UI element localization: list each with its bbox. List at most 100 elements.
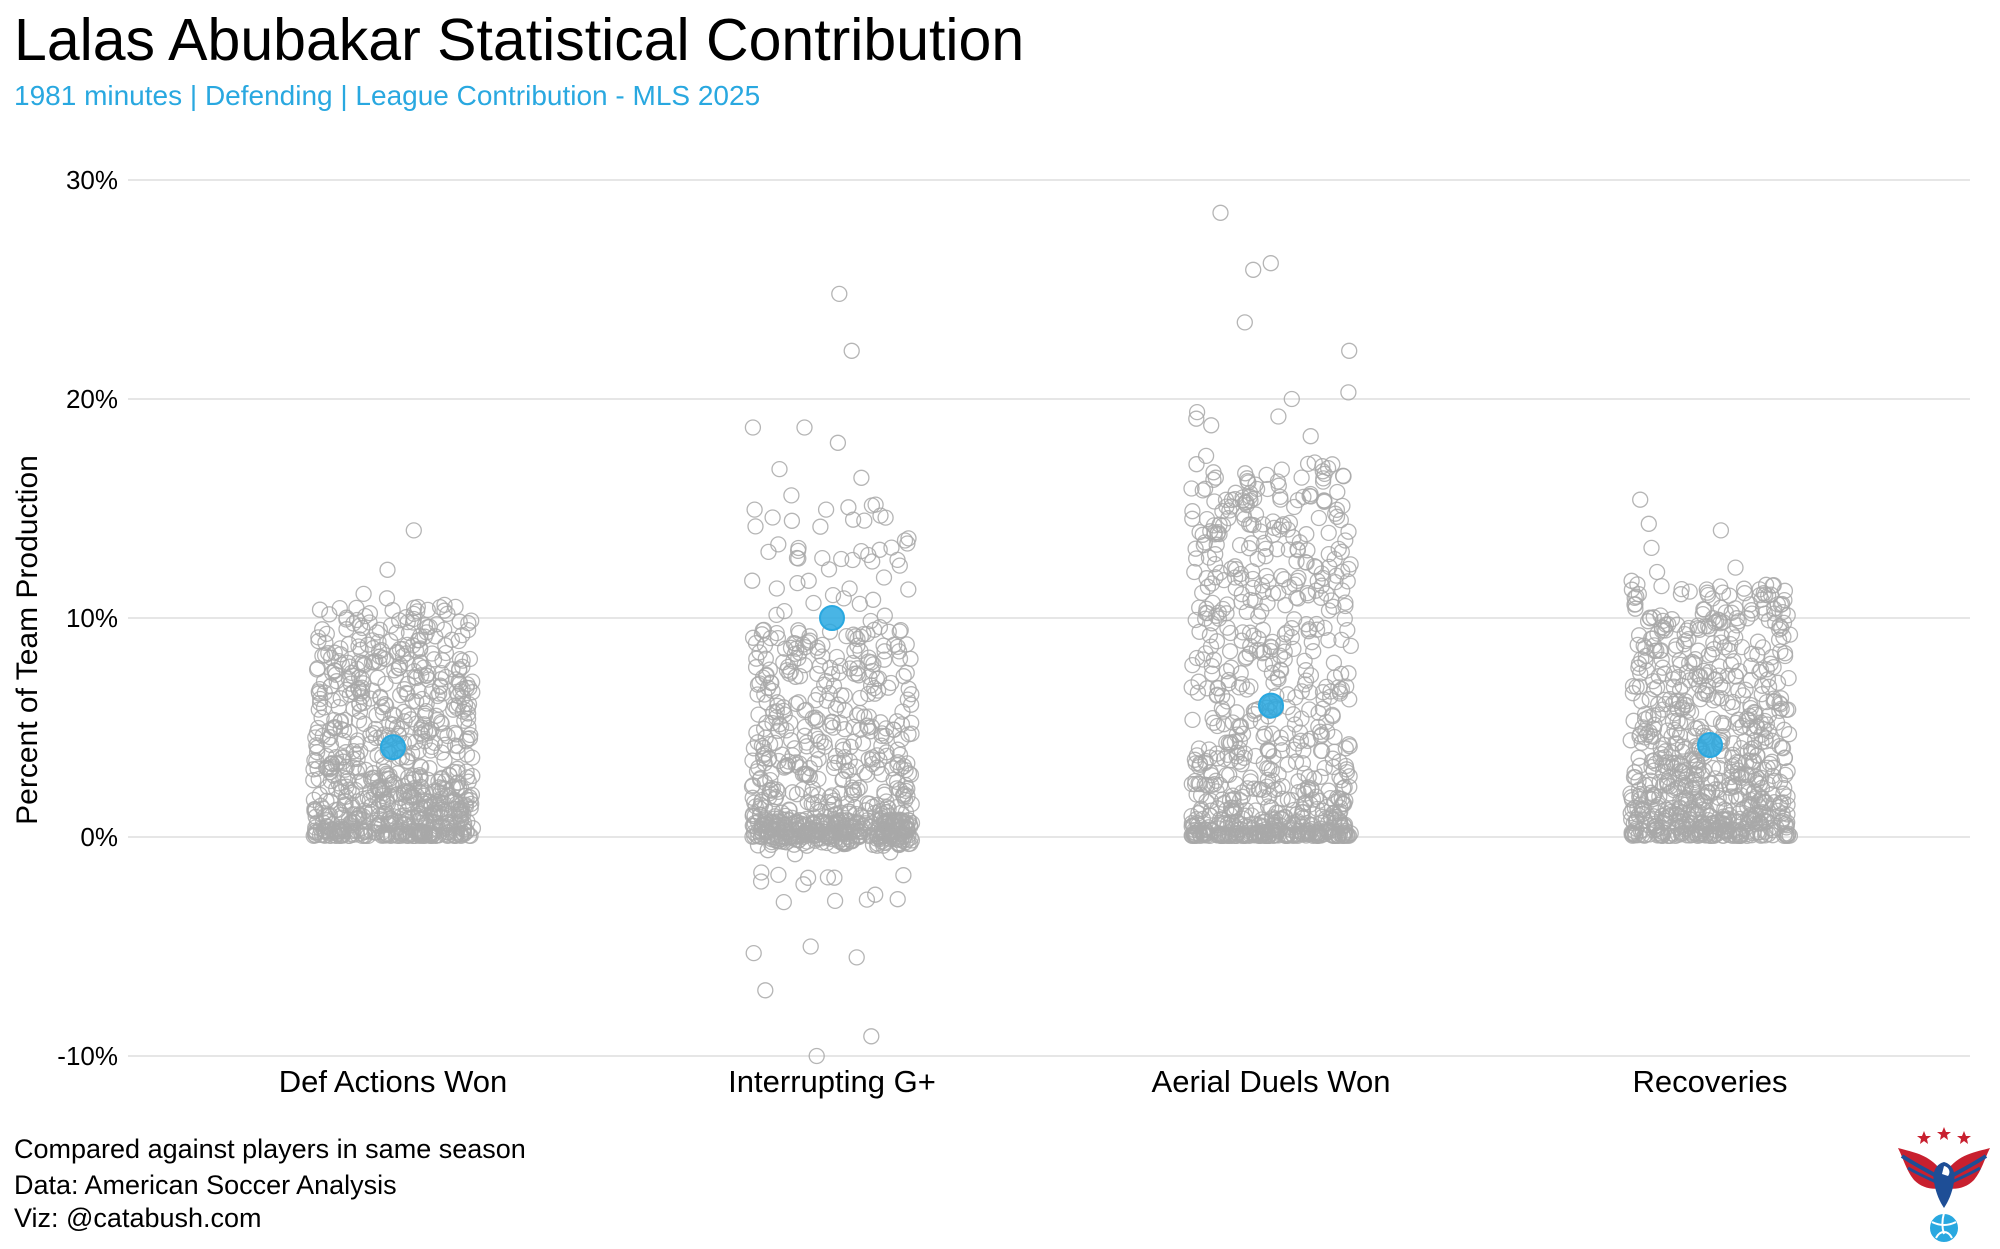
player-point — [1303, 781, 1320, 799]
player-point — [367, 652, 384, 670]
player-point — [1183, 775, 1200, 793]
player-point — [1736, 779, 1753, 796]
player-point — [355, 694, 373, 711]
gridlines — [128, 179, 1970, 1057]
player-point — [1742, 719, 1759, 737]
player-point — [1761, 755, 1779, 773]
player-point — [889, 757, 906, 774]
player-point — [775, 893, 792, 911]
player-point — [1712, 522, 1730, 539]
player-point — [460, 615, 477, 632]
player-point — [798, 765, 815, 782]
player-point — [852, 807, 869, 824]
player-point — [1230, 679, 1248, 696]
player-point — [1198, 570, 1215, 587]
player-point — [1227, 819, 1244, 837]
player-point — [783, 512, 801, 529]
player-point — [1772, 690, 1790, 707]
player-point — [305, 772, 322, 789]
player-point — [1243, 535, 1260, 552]
player-point — [1192, 826, 1209, 844]
player-point — [1295, 795, 1313, 812]
chart-title: Lalas Abubakar Statistical Contribution — [14, 7, 1025, 73]
player-point — [1765, 577, 1782, 594]
player-point — [746, 807, 763, 825]
player-point — [312, 797, 329, 814]
player-point — [753, 737, 771, 755]
y-tick-label: -10% — [57, 1041, 118, 1071]
player-point — [1713, 690, 1730, 707]
player-point — [1626, 589, 1643, 606]
player-point — [803, 786, 820, 803]
player-point — [1645, 680, 1663, 698]
player-point — [788, 786, 806, 803]
player-point — [807, 713, 824, 730]
player-point — [1270, 670, 1287, 688]
player-point — [1337, 594, 1354, 611]
player-point — [1717, 802, 1735, 819]
player-point — [1264, 772, 1281, 789]
player-point — [460, 696, 478, 713]
player-point — [1666, 705, 1683, 722]
player-point — [1324, 708, 1341, 725]
player-point — [1643, 539, 1660, 557]
player-point — [764, 509, 781, 526]
player-point — [392, 789, 409, 807]
player-point — [322, 764, 339, 781]
player-point — [764, 682, 781, 700]
player-point — [895, 867, 912, 884]
player-point — [1780, 669, 1797, 687]
player-point — [1236, 314, 1253, 331]
player-point — [864, 755, 881, 773]
player-point — [1190, 740, 1208, 757]
player-point — [1623, 581, 1641, 598]
player-point — [1778, 817, 1795, 834]
player-point — [1255, 789, 1273, 806]
player-point — [1312, 728, 1330, 745]
player-point — [305, 827, 322, 844]
player-point — [754, 622, 771, 639]
player-point — [1732, 719, 1749, 736]
player-point — [1774, 595, 1791, 613]
player-point — [1209, 679, 1226, 697]
player-point — [1773, 619, 1790, 637]
player-point — [1238, 681, 1256, 698]
player-point — [332, 822, 349, 839]
player-point — [393, 720, 410, 737]
player-point — [1320, 632, 1337, 649]
player-point — [820, 561, 838, 578]
player-point — [1781, 827, 1799, 844]
player-point — [1183, 807, 1200, 825]
player-point — [1224, 816, 1242, 833]
player-point — [1751, 824, 1768, 841]
player-point — [761, 785, 778, 802]
player-point — [1687, 758, 1704, 775]
player-point — [1204, 665, 1221, 682]
player-point — [1222, 814, 1240, 831]
player-point — [1187, 540, 1204, 557]
player-point — [1275, 635, 1292, 652]
player-point — [1633, 734, 1650, 751]
player-point — [370, 633, 387, 651]
player-point — [1686, 750, 1703, 767]
player-point — [378, 590, 396, 607]
player-point — [1681, 583, 1698, 600]
player-point — [1260, 743, 1278, 760]
player-point — [1264, 513, 1282, 530]
player-point — [384, 706, 402, 723]
player-point — [782, 639, 800, 656]
player-point — [1214, 517, 1232, 534]
player-point — [846, 823, 863, 840]
player-point — [1308, 615, 1325, 633]
player-point — [899, 535, 916, 552]
player-point — [1654, 659, 1671, 676]
player-point — [418, 624, 435, 641]
player-point — [437, 644, 455, 662]
player-point — [458, 763, 475, 780]
player-point — [446, 791, 463, 808]
player-point — [1659, 754, 1676, 771]
player-point — [1341, 768, 1358, 785]
player-point — [873, 727, 890, 745]
player-point — [1285, 529, 1302, 546]
player-point — [310, 701, 327, 718]
